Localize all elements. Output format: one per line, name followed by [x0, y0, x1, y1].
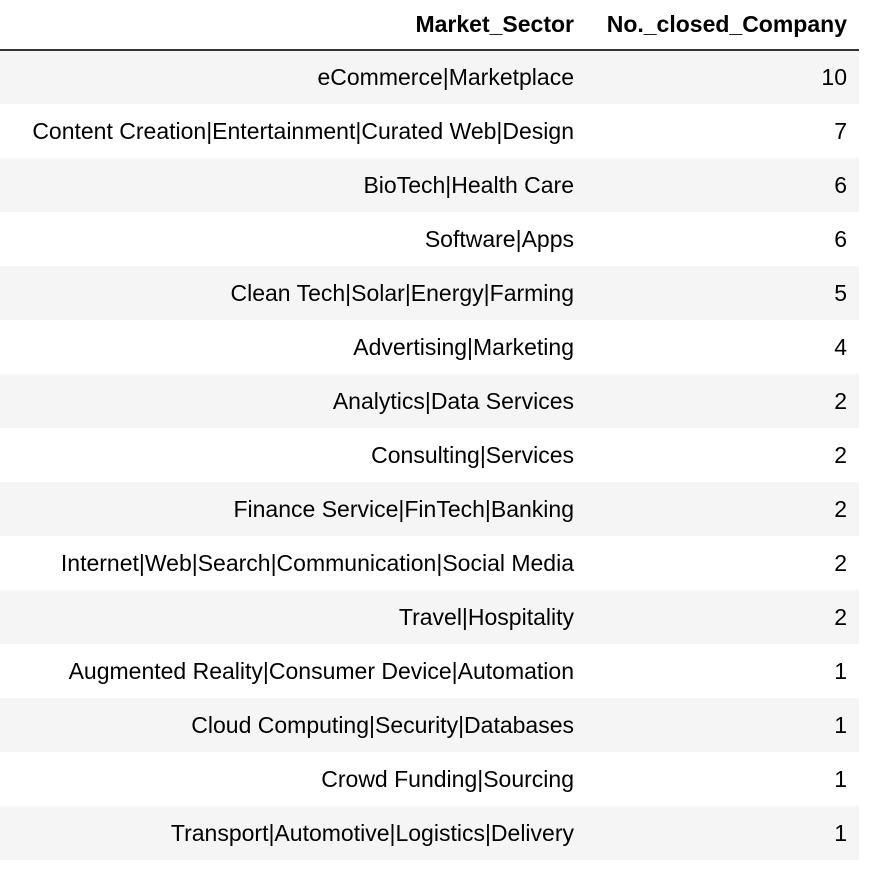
table-body: eCommerce|Marketplace 10 Content Creation… [0, 50, 859, 860]
cell-closed-count: 10 [586, 50, 859, 104]
cell-market-sector: Consulting|Services [0, 428, 586, 482]
table-row: Internet|Web|Search|Communication|Social… [0, 536, 859, 590]
cell-closed-count: 2 [586, 374, 859, 428]
cell-market-sector: Content Creation|Entertainment|Curated W… [0, 104, 586, 158]
table-row: BioTech|Health Care 6 [0, 158, 859, 212]
cell-market-sector: Analytics|Data Services [0, 374, 586, 428]
table-row: Augmented Reality|Consumer Device|Automa… [0, 644, 859, 698]
table-row: Consulting|Services 2 [0, 428, 859, 482]
table-row: Content Creation|Entertainment|Curated W… [0, 104, 859, 158]
cell-closed-count: 2 [586, 590, 859, 644]
header-row: Market_Sector No._closed_Company [0, 0, 859, 51]
dataframe-table: Market_Sector No._closed_Company eCommer… [0, 0, 859, 860]
cell-market-sector: Travel|Hospitality [0, 590, 586, 644]
cell-market-sector: Advertising|Marketing [0, 320, 586, 374]
cell-market-sector: Clean Tech|Solar|Energy|Farming [0, 266, 586, 320]
cell-market-sector: BioTech|Health Care [0, 158, 586, 212]
cell-closed-count: 2 [586, 428, 859, 482]
cell-closed-count: 1 [586, 698, 859, 752]
table-row: Software|Apps 6 [0, 212, 859, 266]
cell-market-sector: Crowd Funding|Sourcing [0, 752, 586, 806]
cell-closed-count: 2 [586, 536, 859, 590]
table-row: Analytics|Data Services 2 [0, 374, 859, 428]
cell-closed-count: 2 [586, 482, 859, 536]
cell-market-sector: Cloud Computing|Security|Databases [0, 698, 586, 752]
column-header-closed-company: No._closed_Company [586, 0, 859, 51]
table-row: Advertising|Marketing 4 [0, 320, 859, 374]
cell-market-sector: Internet|Web|Search|Communication|Social… [0, 536, 586, 590]
cell-closed-count: 1 [586, 752, 859, 806]
cell-market-sector: Augmented Reality|Consumer Device|Automa… [0, 644, 586, 698]
table-row: Cloud Computing|Security|Databases 1 [0, 698, 859, 752]
dataframe-table-container: Market_Sector No._closed_Company eCommer… [0, 0, 859, 860]
table-row: Crowd Funding|Sourcing 1 [0, 752, 859, 806]
cell-closed-count: 1 [586, 644, 859, 698]
cell-market-sector: eCommerce|Marketplace [0, 50, 586, 104]
table-row: eCommerce|Marketplace 10 [0, 50, 859, 104]
cell-market-sector: Finance Service|FinTech|Banking [0, 482, 586, 536]
cell-closed-count: 6 [586, 158, 859, 212]
table-row: Finance Service|FinTech|Banking 2 [0, 482, 859, 536]
cell-closed-count: 1 [586, 806, 859, 860]
cell-closed-count: 7 [586, 104, 859, 158]
table-row: Clean Tech|Solar|Energy|Farming 5 [0, 266, 859, 320]
cell-closed-count: 4 [586, 320, 859, 374]
cell-market-sector: Software|Apps [0, 212, 586, 266]
cell-closed-count: 5 [586, 266, 859, 320]
column-header-market-sector: Market_Sector [0, 0, 586, 51]
table-header: Market_Sector No._closed_Company [0, 0, 859, 51]
cell-market-sector: Transport|Automotive|Logistics|Delivery [0, 806, 586, 860]
table-row: Transport|Automotive|Logistics|Delivery 1 [0, 806, 859, 860]
cell-closed-count: 6 [586, 212, 859, 266]
table-row: Travel|Hospitality 2 [0, 590, 859, 644]
